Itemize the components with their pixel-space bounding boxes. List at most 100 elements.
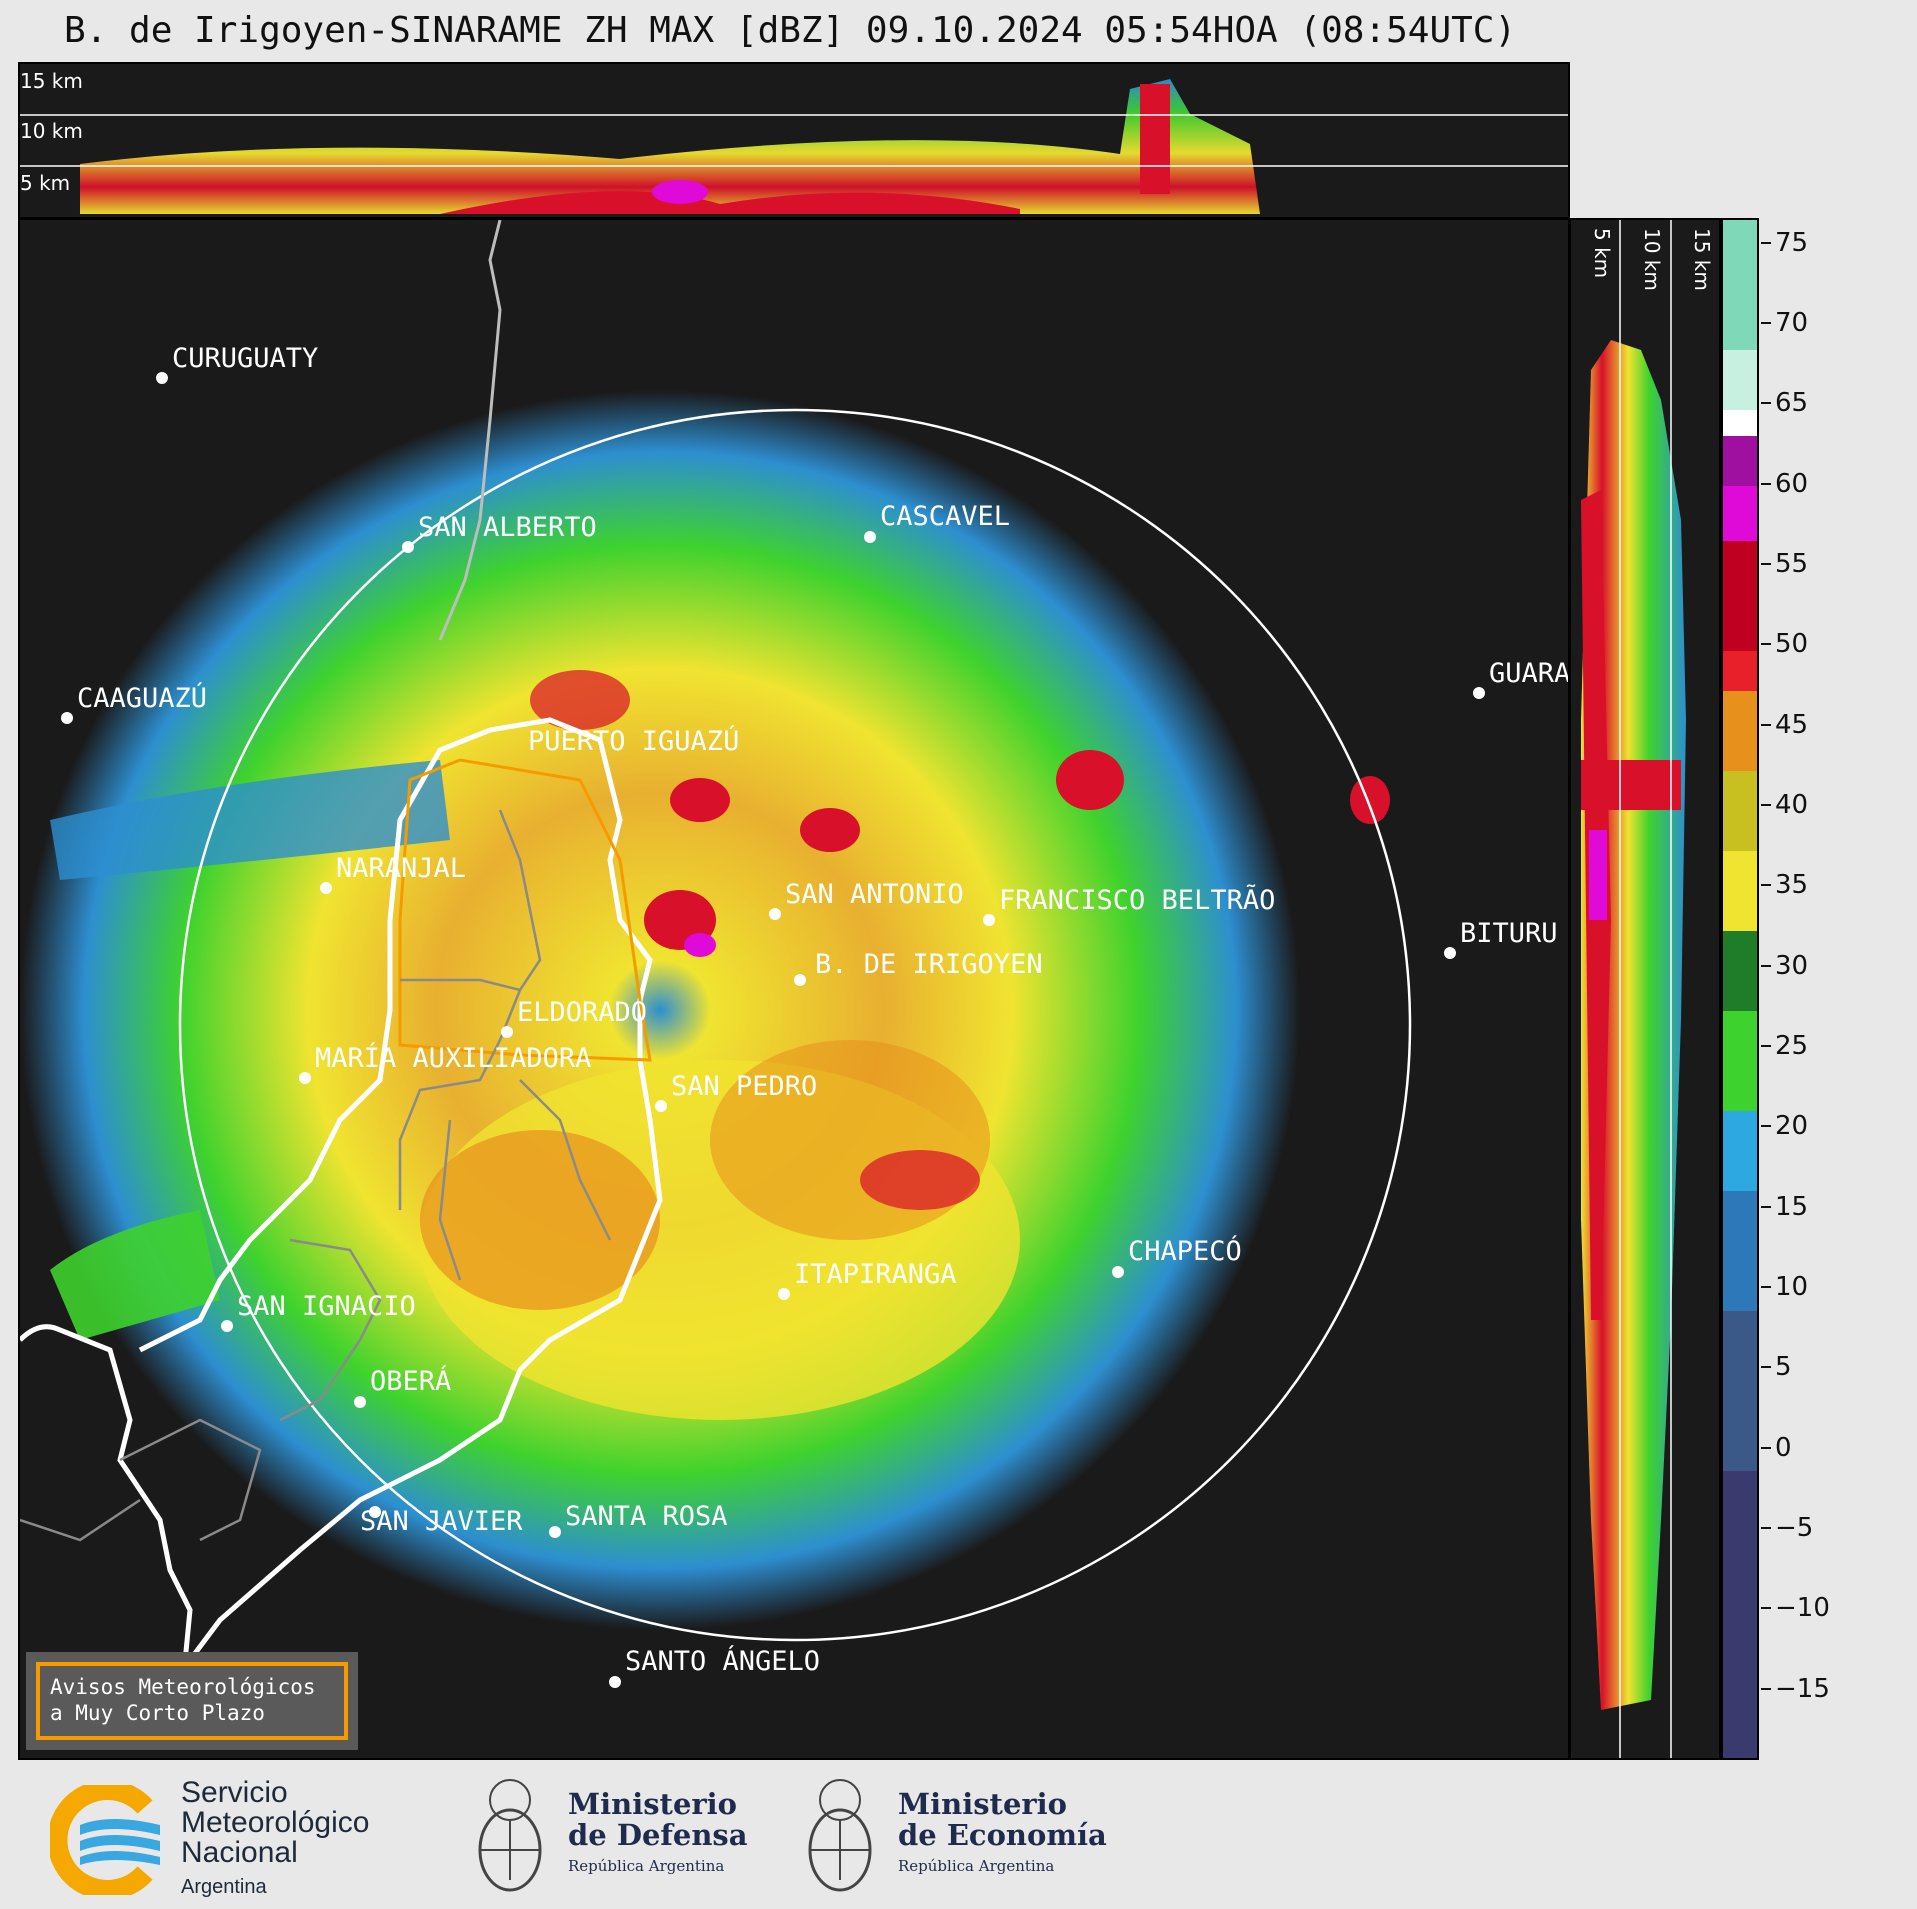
coat-of-arms-icon [808, 1779, 872, 1892]
warning-link-box[interactable]: Avisos Meteorológicos a Muy Corto Plazo [26, 1652, 358, 1750]
city-label-maria-auxiliadora: MARÍA AUXILIADORA [315, 1042, 591, 1074]
dbz-colorbar [1721, 218, 1759, 1760]
top-profile-10km-label: 10 km [20, 119, 83, 143]
warning-line-1: Avisos Meteorológicos [50, 1675, 316, 1699]
colorbar-tick-label: 75 [1775, 228, 1809, 258]
colorbar-tick-label: 10 [1775, 1272, 1809, 1302]
city-label-santo-angelo: SANTO ÁNGELO [625, 1645, 820, 1677]
colorbar-tick-label: 25 [1775, 1031, 1809, 1061]
colorbar-tick-label: −5 [1775, 1513, 1814, 1543]
smn-logo: Servicio Meteorológico Nacional Argentin… [50, 1778, 369, 1902]
city-marker: CURUGUATY [156, 343, 318, 384]
city-marker: ITAPIRANGA [778, 1259, 957, 1300]
colorbar-tick [1761, 1045, 1771, 1047]
colorbar-tick [1761, 1366, 1771, 1368]
colorbar-tick-label: 0 [1775, 1433, 1792, 1463]
colorbar-tick [1761, 1607, 1771, 1609]
defensa-line-2: de Defensa [568, 1817, 748, 1852]
coat-of-arms-icon [478, 1779, 542, 1892]
city-marker: SAN IGNACIO [221, 1291, 416, 1332]
colorbar-tick [1761, 884, 1771, 886]
top-profile-5km-label: 5 km [20, 171, 70, 195]
economia-line-2: de Economía [898, 1817, 1107, 1852]
colorbar-tick-label: 60 [1775, 469, 1809, 499]
smn-line-1: Servicio [181, 1776, 288, 1809]
city-label-san-antonio: SAN ANTONIO [785, 879, 964, 910]
city-label-santa-rosa: SANTA ROSA [565, 1501, 728, 1532]
city-marker: SAN ALBERTO [402, 512, 597, 553]
right-profile-10km-label: 10 km [1640, 228, 1664, 291]
city-label-francisco-beltrao: FRANCISCO BELTRÃO [999, 884, 1275, 916]
city-marker: SANTO ÁNGELO [609, 1645, 820, 1688]
top-profile-15km-label: 15 km [20, 69, 83, 93]
colorbar-tick-label: 5 [1775, 1352, 1792, 1382]
right-height-profile: 5 km 10 km 15 km [1569, 218, 1721, 1760]
colorbar-tick-label: 65 [1775, 388, 1809, 418]
colorbar-tick [1761, 1688, 1771, 1690]
right-profile-5km-label: 5 km [1590, 228, 1614, 278]
colorbar-tick-label: 15 [1775, 1192, 1809, 1222]
city-marker: MARÍA AUXILIADORA [299, 1042, 591, 1084]
city-label-puerto-iguazu: PUERTO IGUAZÚ [528, 725, 739, 757]
city-marker: SAN ANTONIO [769, 879, 964, 920]
city-marker: SANTA ROSA [549, 1501, 728, 1538]
map-title: B. de Irigoyen-SINARAME ZH MAX [dBZ] 09.… [64, 10, 1517, 51]
colorbar-tick-label: 55 [1775, 549, 1809, 579]
colorbar-tick [1761, 1447, 1771, 1449]
colorbar-tick [1761, 242, 1771, 244]
city-label-bituru: BITURU [1460, 918, 1558, 949]
defensa-line-1: Ministerio [568, 1786, 738, 1821]
city-label-b-de-irigoyen: B. DE IRIGOYEN [815, 949, 1043, 980]
city-label-chapeco: CHAPECÓ [1128, 1235, 1242, 1267]
colorbar-tick-label: 35 [1775, 870, 1809, 900]
ministerio-defensa-logo: Ministerio de Defensa República Argentin… [470, 1770, 748, 1900]
smn-line-2: Meteorológico [181, 1806, 370, 1839]
city-marker: ELDORADO [501, 997, 647, 1038]
city-marker: B. DE IRIGOYEN [794, 949, 1043, 986]
city-label-caaguazu: CAAGUAZÚ [77, 682, 207, 714]
city-marker: CAAGUAZÚ [61, 682, 207, 724]
city-label-guara: GUARA [1489, 658, 1570, 689]
city-marker: SAN PEDRO [655, 1071, 817, 1112]
colorbar-tick-label: 50 [1775, 629, 1809, 659]
city-marker: CASCAVEL [864, 501, 1010, 543]
economia-line-3: República Argentina [898, 1856, 1055, 1875]
city-label-eldorado: ELDORADO [517, 997, 647, 1028]
right-profile-15km-label: 15 km [1690, 228, 1714, 291]
defensa-line-3: República Argentina [568, 1856, 725, 1875]
colorbar-tick [1761, 1286, 1771, 1288]
footer-logos: Servicio Meteorológico Nacional Argentin… [0, 1770, 1917, 1900]
city-marker: GUARA [1473, 658, 1570, 699]
colorbar-tick [1761, 1206, 1771, 1208]
ministerio-economia-logo: Ministerio de Economía República Argenti… [800, 1770, 1107, 1900]
city-marker: CHAPECÓ [1112, 1235, 1242, 1278]
colorbar-tick [1761, 724, 1771, 726]
smn-emblem-icon [50, 1785, 160, 1895]
colorbar-tick [1761, 483, 1771, 485]
city-label-san-pedro: SAN PEDRO [671, 1071, 817, 1102]
city-label-curuguaty: CURUGUATY [172, 343, 318, 374]
smn-line-3: Nacional [181, 1836, 298, 1869]
colorbar-tick [1761, 804, 1771, 806]
warning-line-2: a Muy Corto Plazo [50, 1701, 265, 1725]
colorbar-tick-label: 45 [1775, 710, 1809, 740]
colorbar-tick [1761, 402, 1771, 404]
city-label-naranjal: NARANJAL [336, 853, 466, 884]
city-marker: PUERTO IGUAZÚ [528, 725, 739, 757]
economia-line-1: Ministerio [898, 1786, 1068, 1821]
smn-line-4: Argentina [181, 1876, 267, 1898]
colorbar-tick-label: 20 [1775, 1111, 1809, 1141]
colorbar-tick [1761, 965, 1771, 967]
city-marker: FRANCISCO BELTRÃO [983, 884, 1275, 926]
city-label-san-javier: SAN JAVIER [360, 1506, 523, 1537]
colorbar-tick-label: 70 [1775, 308, 1809, 338]
colorbar-tick [1761, 1125, 1771, 1127]
city-marker: NARANJAL [320, 853, 466, 894]
city-marker: SAN JAVIER [360, 1506, 523, 1537]
city-label-san-alberto: SAN ALBERTO [418, 512, 597, 543]
top-height-profile: 15 km 10 km 5 km [18, 62, 1570, 219]
city-label-itapiranga: ITAPIRANGA [794, 1259, 957, 1290]
colorbar-tick [1761, 563, 1771, 565]
colorbar-tick-label: 30 [1775, 951, 1809, 981]
radar-map: CURUGUATY SAN ALBERTO CASCAVEL CAAGUAZÚ … [18, 218, 1570, 1760]
